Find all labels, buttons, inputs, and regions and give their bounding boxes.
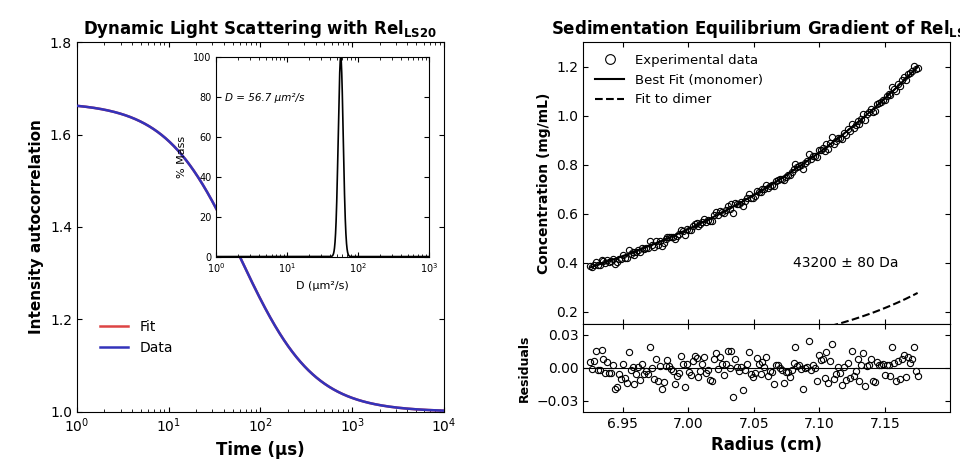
Best Fit (monomer) [877,98,889,103]
Fit to dimer [584,352,595,358]
Fit to dimer [707,344,718,350]
X-axis label: Time (μs): Time (μs) [216,441,304,459]
Best Fit (monomer) [631,248,642,254]
Y-axis label: Concentration (mg/mL): Concentration (mg/mL) [537,92,551,274]
Data [360,399,372,405]
Data [427,408,439,413]
Experimental data [584,263,595,269]
Data [427,408,439,413]
Data [71,103,83,109]
Data [438,408,449,413]
Best Fit (monomer) [707,215,718,220]
Fit [427,408,439,413]
Line: Best Fit (monomer): Best Fit (monomer) [589,66,918,268]
X-axis label: Radius (cm): Radius (cm) [711,436,823,454]
Fit to dimer [756,337,768,343]
Fit to dimer [741,340,753,345]
Y-axis label: Intensity autocorrelation: Intensity autocorrelation [29,119,44,335]
Line: Experimental data: Experimental data [587,63,921,271]
Fit to dimer [631,350,642,356]
Title: Dynamic Light Scattering with Rel$_{\mathregular{LS20}}$: Dynamic Light Scattering with Rel$_{\mat… [84,18,437,40]
Best Fit (monomer) [756,187,768,193]
Best Fit (monomer) [741,196,753,202]
Fit [250,286,261,292]
Best Fit (monomer) [584,265,595,271]
Fit to dimer [877,306,889,312]
Best Fit (monomer) [912,64,924,69]
Y-axis label: Residuals: Residuals [517,334,531,402]
Experimental data [743,191,755,197]
Title: Sedimentation Equilibrium Gradient of Rel$_{\mathregular{LS20}}$: Sedimentation Equilibrium Gradient of Re… [551,18,960,40]
Experimental data [908,63,920,69]
Fit to dimer [743,339,755,345]
Data [90,105,102,111]
Fit to dimer [912,290,924,296]
Experimental data [758,186,770,191]
Text: 43200 ± 80 Da: 43200 ± 80 Da [793,256,898,271]
Line: Data: Data [77,106,444,410]
Experimental data [879,98,891,103]
Line: Fit: Fit [77,106,444,410]
Best Fit (monomer) [743,195,755,201]
Fit [438,408,449,413]
Experimental data [912,66,924,71]
Experimental data [708,212,720,218]
Data [240,266,252,271]
Experimental data [633,247,644,253]
Line: Fit to dimer: Fit to dimer [589,293,918,355]
Experimental data [586,264,597,270]
Legend: Fit, Data: Fit, Data [95,314,179,360]
Fit [240,266,252,271]
Legend: Experimental data, Best Fit (monomer), Fit to dimer: Experimental data, Best Fit (monomer), F… [590,49,768,111]
Data [250,286,261,292]
Fit [71,103,83,109]
Fit [90,105,102,111]
Fit [427,408,439,413]
Experimental data [745,195,756,201]
Fit [360,399,372,405]
